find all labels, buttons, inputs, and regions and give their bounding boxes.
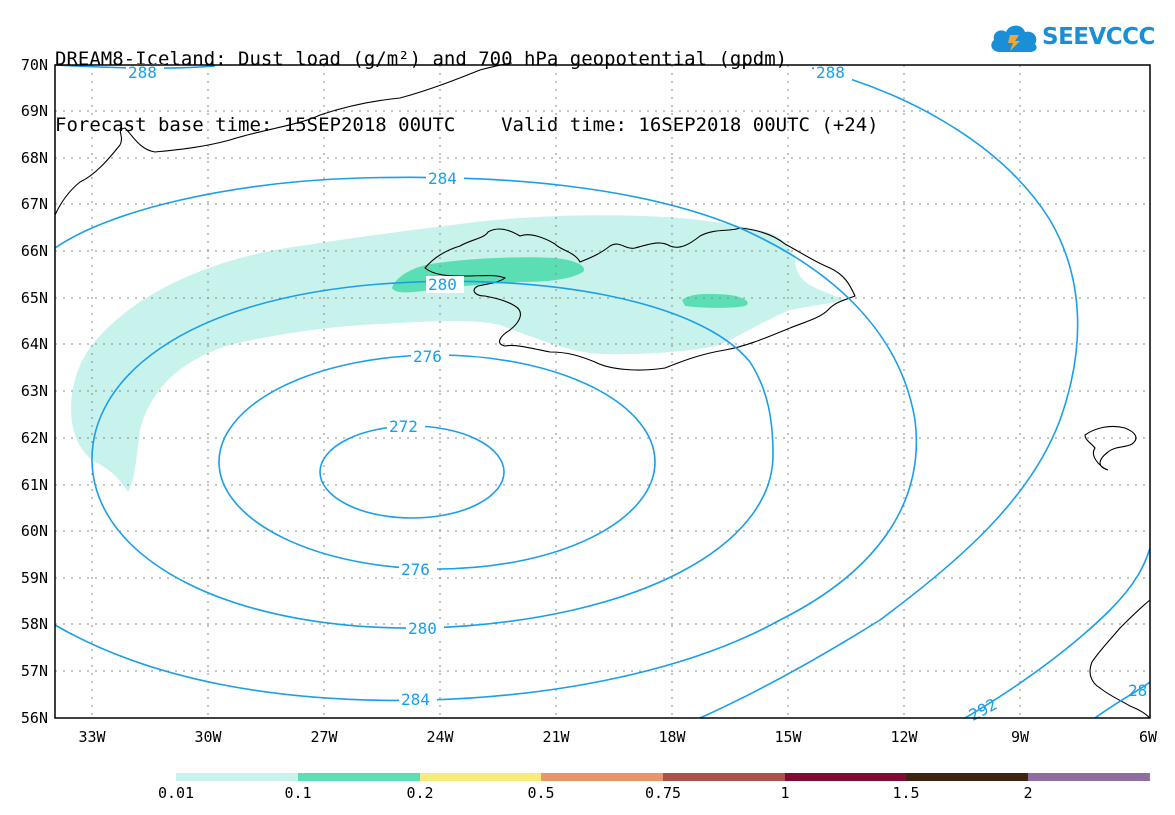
seevccc-logo: SEEVCCC	[988, 15, 1155, 63]
legend-label-0-5: 0.5	[527, 784, 555, 802]
contour-label-284-north: 284	[428, 169, 457, 188]
lat-label-63n: 63N	[21, 382, 48, 400]
lat-label-61n: 61N	[21, 476, 48, 494]
contour-label-280-south: 280	[408, 619, 437, 638]
legend-swatch-5	[663, 773, 785, 781]
lat-label-65n: 65N	[21, 289, 48, 307]
lat-label-68n: 68N	[21, 149, 48, 167]
contour-label-288-east: 288	[816, 63, 845, 82]
legend-swatch-3	[420, 773, 541, 781]
dust-load-shading	[71, 215, 845, 492]
contour-labels: 288 288 284 280 276 272 276 280 284 292 …	[126, 63, 1147, 725]
contour-label-280-north: 280	[428, 275, 457, 294]
legend-swatch-7	[906, 773, 1028, 781]
legend-label-0-01: 0.01	[157, 784, 195, 802]
contour-292	[964, 547, 1151, 719]
legend-swatch-8	[1028, 773, 1150, 781]
coastlines	[54, 62, 1151, 719]
lat-label-66n: 66N	[21, 242, 48, 260]
lon-label-33w: 33W	[78, 728, 106, 746]
scotland-coast	[1089, 599, 1151, 719]
contour-280	[91, 280, 774, 629]
title-line-2: Forecast base time: 15SEP2018 00UTC Vali…	[55, 114, 879, 136]
lon-label-24w: 24W	[426, 728, 454, 746]
legend-label-0-75: 0.75	[644, 784, 682, 802]
legend-swatch-4	[541, 773, 663, 781]
lat-label-67n: 67N	[21, 195, 48, 213]
latitude-axis-labels: 70N 69N 68N 67N 66N 65N 64N 63N 62N 61N …	[21, 56, 48, 727]
dust-area-mid-east	[682, 293, 748, 308]
lon-label-12w: 12W	[890, 728, 918, 746]
lon-label-18w: 18W	[658, 728, 686, 746]
lat-label-57n: 57N	[21, 662, 48, 680]
legend-label-2: 2	[1023, 784, 1033, 802]
contour-label-28x-east: 28	[1128, 681, 1147, 700]
lon-label-15w: 15W	[774, 728, 802, 746]
lon-label-6w: 6W	[1139, 728, 1158, 746]
geopotential-contours	[54, 64, 1151, 719]
contour-label-272: 272	[389, 417, 418, 436]
lat-label-69n: 69N	[21, 102, 48, 120]
lat-label-64n: 64N	[21, 335, 48, 353]
lat-label-60n: 60N	[21, 522, 48, 540]
lat-label-58n: 58N	[21, 615, 48, 633]
legend-label-1: 1	[780, 784, 790, 802]
contour-276	[218, 354, 656, 570]
lat-label-56n: 56N	[21, 709, 48, 727]
lon-label-21w: 21W	[542, 728, 570, 746]
lat-label-62n: 62N	[21, 429, 48, 447]
legend-label-0-2: 0.2	[406, 784, 434, 802]
contour-label-276-north: 276	[413, 347, 442, 366]
contour-label-288-west: 288	[128, 63, 157, 82]
contour-272	[319, 425, 505, 519]
map-frame	[54, 64, 1151, 719]
legend-colorbar	[176, 773, 1150, 781]
lon-label-27w: 27W	[310, 728, 338, 746]
logo-text: SEEVCCC	[1042, 24, 1155, 50]
legend-swatch-2	[298, 773, 420, 781]
contour-label-284-south: 284	[401, 690, 430, 709]
lon-label-9w: 9W	[1011, 728, 1030, 746]
greenland-coast	[54, 62, 513, 216]
dust-area-low	[71, 215, 845, 492]
lat-label-59n: 59N	[21, 569, 48, 587]
contour-label-276-south: 276	[401, 560, 430, 579]
legend-label-0-1: 0.1	[284, 784, 312, 802]
legend-label-1-5: 1.5	[892, 784, 920, 802]
faroe-islands	[1084, 425, 1137, 471]
legend-swatch-6	[785, 773, 906, 781]
iceland-coast	[424, 227, 856, 371]
lat-label-70n: 70N	[21, 56, 48, 74]
lon-label-30w: 30W	[194, 728, 222, 746]
longitude-axis-labels: 33W 30W 27W 24W 21W 18W 15W 12W 9W 6W	[78, 728, 1158, 746]
cloud-icon	[991, 25, 1037, 52]
legend-swatch-1	[176, 773, 298, 781]
